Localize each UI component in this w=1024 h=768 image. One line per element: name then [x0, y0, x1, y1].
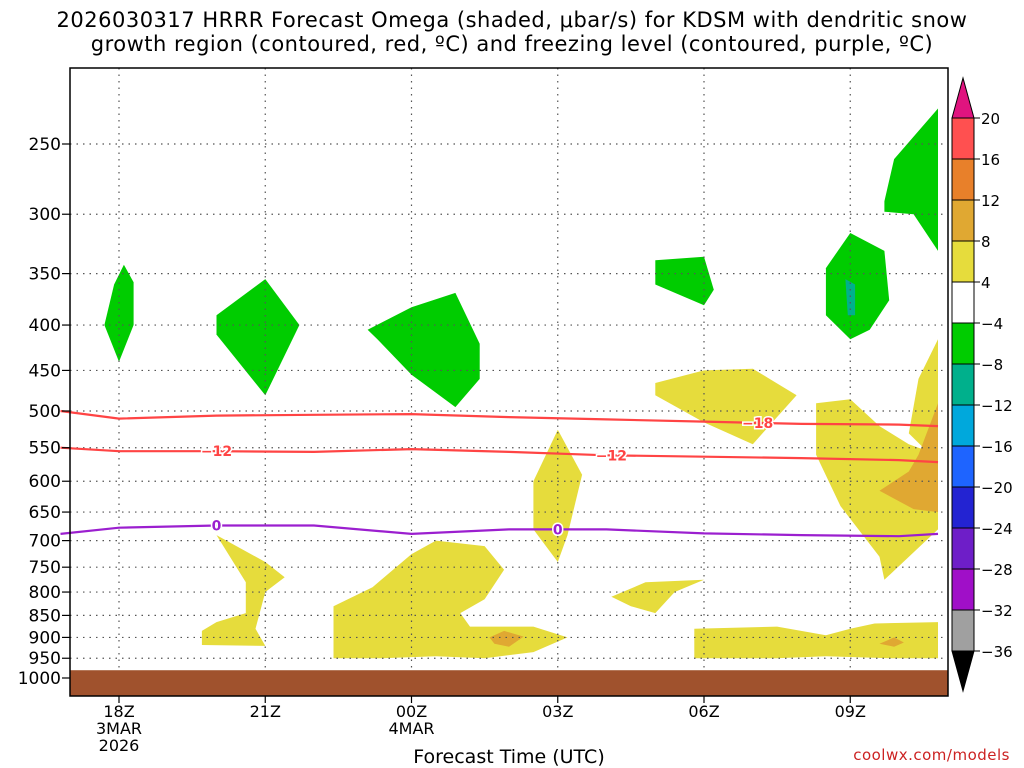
contour-label-dendritic-12-second: −12: [596, 448, 627, 464]
colorbar-label-7: −8: [981, 356, 1003, 374]
omega-region-5: [825, 233, 890, 340]
y-tick-label-300: 300: [29, 205, 61, 225]
contour-label-freezing-0: 0: [212, 518, 222, 534]
colorbar-label-10: −20: [981, 479, 1013, 497]
y-tick-label-250: 250: [29, 135, 61, 155]
colorbar-label-11: −24: [981, 520, 1013, 538]
contour-layer: −18 −12 0 0 −12: [60, 409, 939, 540]
colorbar-label-8: −12: [981, 397, 1013, 415]
omega-shading-layer: [104, 108, 938, 659]
colorbar-swatch-3: [951, 199, 975, 242]
colorbar-label-3: 12: [981, 192, 1000, 210]
chart-title-line-2: growth region (contoured, red, ºC) and f…: [90, 32, 934, 56]
ground-terrain: [70, 670, 948, 696]
omega-region-13: [201, 535, 285, 646]
colorbar-swatch-7: [951, 363, 975, 406]
colorbar-label-9: −16: [981, 438, 1013, 456]
colorbar-swatch-13: [951, 609, 975, 652]
x-tick-label-33-1: 09Z: [835, 702, 866, 721]
x-tick-label-30-1: 06Z: [688, 702, 719, 721]
colorbar-top-arrow: [951, 76, 975, 119]
y-tick-label-750: 750: [29, 558, 61, 578]
colorbar-bottom-arrow: [951, 650, 975, 693]
omega-region-18: [879, 637, 904, 647]
chart-title-line-1: 2026030317 HRRR Forecast Omega (shaded, …: [56, 8, 968, 32]
x-tick-label-18-2: 3MAR: [96, 719, 142, 738]
y-tick-label-600: 600: [29, 472, 61, 492]
y-tick-label-850: 850: [29, 606, 61, 626]
omega-region-11: [879, 403, 938, 513]
y-tick-label-1000: 1000: [18, 669, 61, 689]
colorbar-swatch-10: [951, 486, 975, 529]
x-axis-label: Forecast Time (UTC): [413, 746, 604, 768]
colorbar-swatch-1: [951, 117, 975, 160]
y-tick-label-800: 800: [29, 583, 61, 603]
omega-region-14: [333, 540, 568, 659]
colorbar-label-6: −4: [981, 315, 1003, 333]
y-tick-label-550: 550: [29, 439, 61, 459]
chart-title: 2026030317 HRRR Forecast Omega (shaded, …: [0, 8, 1024, 56]
colorbar-swatch-11: [951, 527, 975, 570]
colorbar: 20 16 12 8 4 −4 −8 −12 −16 −20 −24 −28 −32 −36: [951, 76, 1013, 693]
y-tick-label-650: 650: [29, 503, 61, 523]
contour-dendritic--18: [60, 409, 939, 428]
omega-region-2: [216, 279, 300, 396]
colorbar-label-4: 8: [981, 233, 991, 251]
colorbar-swatch-5: [951, 281, 975, 324]
axes-layer: 2503003504004505005506006507007508008509…: [18, 135, 866, 768]
site-credit: coolwx.com/models: [853, 746, 1010, 764]
colorbar-swatch-4: [951, 240, 975, 283]
x-tick-label-27-1: 03Z: [542, 702, 573, 721]
colorbar-swatch-12: [951, 568, 975, 611]
omega-region-8: [655, 368, 797, 445]
gridlines: [70, 68, 948, 696]
x-tick-label-24-1: 00Z: [396, 702, 427, 721]
colorbar-label-5: 4: [981, 274, 991, 292]
y-tick-label-400: 400: [29, 316, 61, 336]
y-tick-label-700: 700: [29, 532, 61, 552]
omega-region-3: [367, 292, 480, 408]
omega-region-16: [611, 579, 704, 614]
omega-region-17: [694, 622, 938, 659]
omega-region-1: [104, 264, 134, 362]
contour-dendritic--12: [60, 446, 939, 464]
colorbar-label-2: 16: [981, 151, 1000, 169]
y-tick-label-500: 500: [29, 402, 61, 422]
contour-freezing-0: [60, 524, 939, 538]
colorbar-label-1: 20: [981, 110, 1000, 128]
y-tick-label-450: 450: [29, 361, 61, 381]
x-tick-label-18-1: 18Z: [103, 702, 134, 721]
contour-label-freezing-0-second: 0: [553, 522, 563, 538]
colorbar-label-13: −32: [981, 602, 1013, 620]
contour-label-dendritic--18: −18: [742, 416, 773, 432]
colorbar-label-12: −28: [981, 561, 1013, 579]
colorbar-swatch-9: [951, 445, 975, 488]
contour-label-dendritic--12: −12: [201, 444, 232, 460]
x-tick-label-21-1: 21Z: [250, 702, 281, 721]
omega-region-6: [845, 279, 856, 316]
colorbar-label-14: −36: [981, 643, 1013, 661]
plot-frame: [69, 67, 949, 697]
omega-region-4: [655, 256, 714, 306]
x-tick-label-24-2: 4MAR: [388, 719, 434, 738]
ground-layer: [70, 670, 948, 696]
colorbar-swatch-2: [951, 158, 975, 201]
x-tick-label-18-3: 2026: [99, 736, 140, 755]
y-tick-label-350: 350: [29, 265, 61, 285]
y-tick-label-900: 900: [29, 628, 61, 648]
omega-region-15: [489, 630, 524, 647]
omega-region-7: [884, 108, 938, 251]
colorbar-swatch-8: [951, 404, 975, 447]
y-tick-label-950: 950: [29, 649, 61, 669]
omega-region-12: [533, 429, 583, 562]
colorbar-swatch-6: [951, 322, 975, 365]
